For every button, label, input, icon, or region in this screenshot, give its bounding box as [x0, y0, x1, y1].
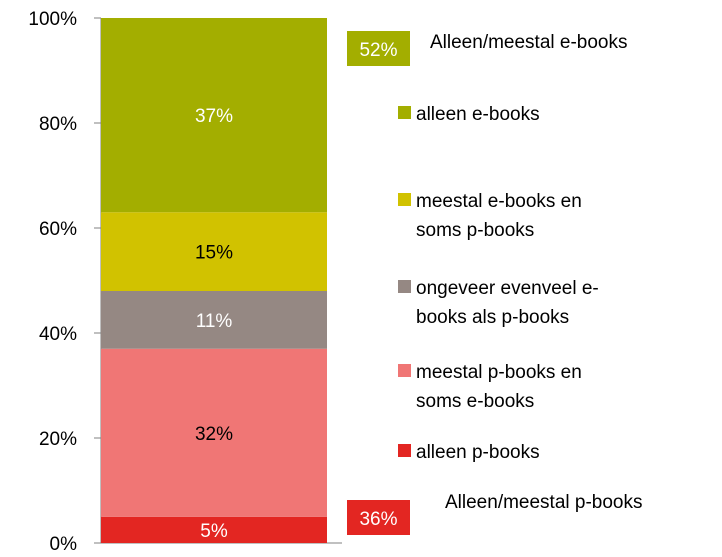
segment-data-label: 37% [195, 106, 233, 127]
group-total-value: 52% [359, 40, 397, 61]
legend-swatch [398, 364, 411, 377]
legend-label-line2: books als p-books [416, 307, 569, 328]
group-label: Alleen/meestal e-books [430, 32, 628, 53]
y-tick-label: 40% [39, 324, 77, 345]
segment-data-label: 11% [196, 311, 233, 332]
group-total-badge [347, 500, 410, 535]
bar-segment [101, 291, 327, 349]
legend-label: alleen e-books [416, 104, 540, 125]
y-tick-label: 100% [28, 9, 77, 30]
segment-data-label: 15% [195, 243, 233, 264]
legend-label: ongeveer evenveel e- [416, 278, 599, 299]
group-total-badge [347, 31, 410, 66]
y-tick-label: 20% [39, 429, 77, 450]
group-total-value: 36% [359, 509, 397, 530]
legend-label: meestal e-books en [416, 191, 582, 212]
legend-label-line2: soms p-books [416, 220, 534, 241]
bar-segment [101, 516, 327, 543]
segment-data-label: 32% [195, 424, 233, 445]
legend-swatch [398, 444, 411, 457]
y-tick-label: 0% [50, 534, 78, 555]
y-tick-label: 60% [39, 219, 77, 240]
legend-swatch [398, 280, 411, 293]
bar-segment [101, 18, 327, 213]
legend-label: alleen p-books [416, 442, 540, 463]
bar-segment [101, 212, 327, 291]
segment-data-label: 5% [200, 521, 228, 542]
group-label: Alleen/meestal p-books [445, 492, 643, 513]
y-tick-label: 80% [39, 114, 77, 135]
legend-label: meestal p-books en [416, 362, 582, 383]
legend-swatch [398, 106, 411, 119]
bar-segment [101, 348, 327, 517]
legend-label-line2: soms e-books [416, 391, 534, 412]
legend-swatch [398, 193, 411, 206]
